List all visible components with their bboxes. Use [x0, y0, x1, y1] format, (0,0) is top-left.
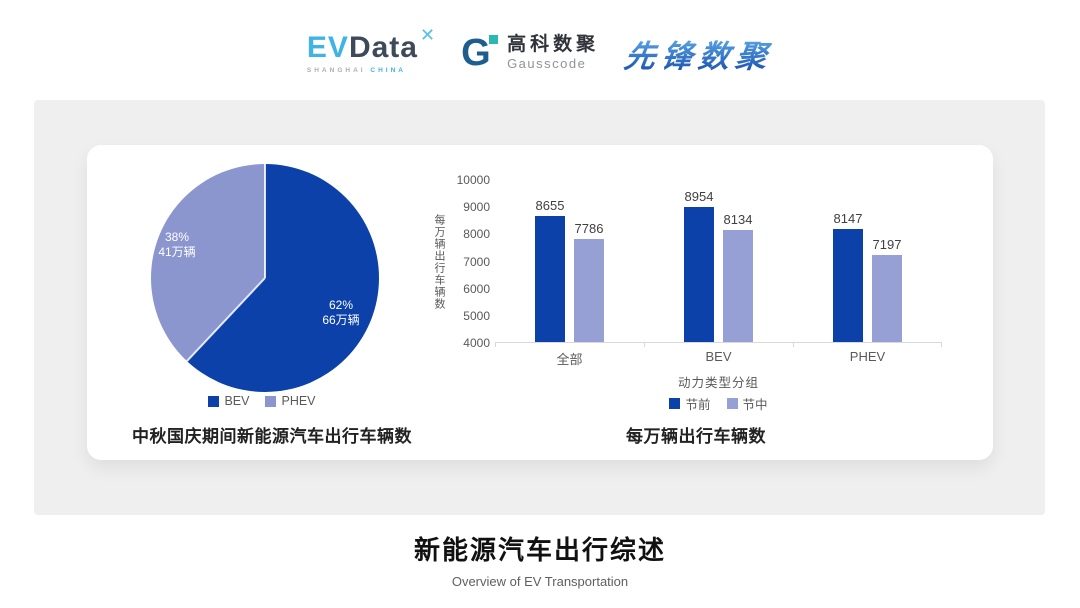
gausscode-wordmark: 高科数聚 Gausscode	[507, 33, 600, 72]
pie-slice-divider	[186, 277, 266, 362]
legend-swatch	[726, 398, 738, 409]
phev-value-text: 41万辆	[158, 245, 196, 259]
legend-label: 节前	[685, 398, 711, 412]
x-axis-tick	[644, 343, 645, 347]
evdata-ev-text: EV	[306, 30, 349, 64]
legend-item: 节中	[726, 394, 768, 413]
bar-chart: 每万辆出行车辆数 10000 9000 8000 7000 6000 5000 4000 8…	[433, 145, 955, 460]
legend-label: PHEV	[281, 394, 316, 408]
gausscode-cn-text: 高科数聚	[507, 33, 600, 55]
pie-legend: BEV PHEV	[87, 394, 437, 408]
phev-percent-text: 38%	[164, 230, 190, 244]
legend-item: PHEV	[265, 394, 316, 408]
gausscode-en-text: Gausscode	[507, 56, 587, 72]
y-tick-label: 8000	[463, 227, 490, 242]
xianfeng-logo: 先锋数聚	[622, 31, 776, 76]
teal-square-icon	[489, 34, 499, 44]
content-panel: 38% 41万辆 62% 66万辆 BEV PHEV 中秋国庆期间新能源汽车出行车…	[34, 100, 1045, 515]
report-subtitle: Overview of EV Transportation	[451, 574, 629, 589]
legend-swatch	[265, 395, 277, 407]
evdata-logo: EV Data ✕ SHANGHAI CHINA	[306, 26, 435, 74]
category-label: 全部	[556, 352, 583, 367]
pie-chart: 38% 41万辆 62% 66万辆 BEV PHEV 中秋国庆期间新能源汽车出行车…	[87, 145, 437, 460]
header-logos: EV Data ✕ SHANGHAI CHINA G 高科数聚 Gausscode …	[0, 20, 1080, 86]
bar-PHEV-节中	[872, 255, 902, 342]
category-label: BEV	[705, 349, 732, 364]
bar-全部-节前	[535, 215, 565, 342]
y-tick-label: 9000	[463, 200, 490, 215]
y-tick-label: 7000	[463, 254, 490, 269]
bar-BEV-节中	[723, 229, 753, 342]
bar-BEV-节前	[684, 207, 714, 342]
bar-category-labels: 全部 BEV PHEV	[495, 349, 942, 367]
legend-item: 节前	[669, 394, 711, 413]
bar-plot-area: 8655 7786 8954 8134 8147 7197	[495, 180, 942, 347]
legend-label: BEV	[224, 394, 250, 408]
bar-y-axis-label: 每万辆出行车辆数	[433, 213, 445, 310]
bar-y-ticks: 10000 9000 8000 7000 6000 5000 4000	[437, 173, 490, 350]
legend-swatch	[208, 395, 220, 407]
bar-x-axis-label: 动力类型分组	[677, 376, 759, 390]
y-tick-label: 4000	[463, 336, 490, 350]
bev-value-text: 66万辆	[322, 313, 360, 327]
bar-value-label: 8147	[833, 211, 863, 227]
legend-item: BEV	[208, 394, 249, 408]
evdata-wordmark: EV Data ✕	[306, 26, 435, 64]
x-axis-tick	[941, 343, 942, 347]
pie-title: 中秋国庆期间新能源汽车出行车辆数	[132, 427, 412, 446]
gausscode-g-icon: G	[461, 34, 499, 72]
x-axis-tick	[495, 343, 496, 347]
bar-legend: 节前 节中	[495, 394, 942, 413]
pie: 38% 41万辆 62% 66万辆	[151, 164, 379, 392]
gausscode-logo: G 高科数聚 Gausscode	[461, 33, 600, 72]
evdata-tagline: SHANGHAI CHINA	[307, 67, 435, 74]
y-tick-label: 6000	[463, 281, 490, 296]
bar-value-label: 8954	[684, 189, 714, 205]
bar-PHEV-节前	[833, 229, 863, 342]
evdata-data-text: Data	[348, 30, 418, 64]
evdata-shanghai-text: SHANGHAI	[306, 66, 366, 74]
y-tick-label: 10000	[456, 173, 490, 187]
legend-label: 节中	[742, 398, 768, 412]
legend-swatch	[669, 398, 681, 409]
charts-card: 38% 41万辆 62% 66万辆 BEV PHEV 中秋国庆期间新能源汽车出行车…	[87, 145, 993, 460]
x-axis-tick	[793, 343, 794, 347]
evdata-china-text: CHINA	[370, 66, 406, 74]
bar-value-label: 7197	[872, 237, 902, 253]
bar-全部-节中	[574, 239, 604, 342]
category-label: PHEV	[849, 349, 886, 364]
pie-slice-divider	[264, 164, 266, 278]
pinwheel-icon: ✕	[419, 24, 436, 45]
bar-title: 每万辆出行车辆数	[626, 427, 766, 446]
bev-percent-text: 62%	[328, 298, 354, 312]
bar-value-label: 8134	[723, 211, 753, 227]
footer: 新能源汽车出行综述 Overview of EV Transportation	[0, 530, 1080, 589]
pie-label-phev: 38% 41万辆	[147, 230, 207, 260]
bar-value-label: 7786	[574, 221, 604, 237]
pie-label-bev: 62% 66万辆	[311, 298, 371, 328]
y-tick-label: 5000	[463, 308, 490, 323]
report-title: 新能源汽车出行综述	[413, 535, 666, 565]
bar-value-label: 8655	[535, 197, 565, 213]
